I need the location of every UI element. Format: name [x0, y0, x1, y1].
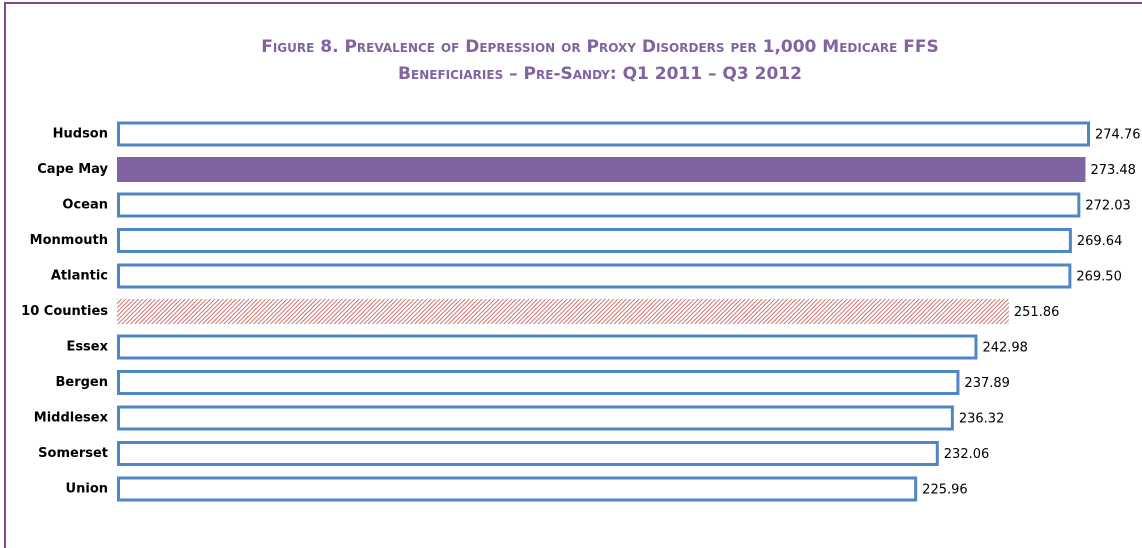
bar: [117, 476, 918, 502]
value-label: 242.98: [982, 341, 1028, 356]
value-label: 274.76: [1095, 128, 1141, 143]
category-label: Union: [66, 482, 108, 497]
bar: [117, 299, 1009, 324]
value-label: 269.64: [1077, 234, 1123, 249]
value-label: 272.03: [1085, 199, 1131, 214]
category-label: Somerset: [38, 446, 108, 461]
bar: [117, 228, 1072, 253]
value-label: 269.50: [1076, 270, 1122, 285]
bar: [117, 441, 939, 466]
category-label: Middlesex: [34, 411, 109, 426]
category-label: Cape May: [37, 162, 108, 177]
bar: [117, 192, 1081, 218]
category-label: Hudson: [53, 127, 108, 142]
value-label: 237.89: [964, 376, 1010, 391]
bar: [117, 157, 1086, 182]
bar: [117, 334, 978, 360]
frame: [4, 2, 1142, 548]
bar: [117, 263, 1072, 289]
value-label: 225.96: [922, 483, 968, 498]
bar: [117, 405, 954, 431]
value-label: 232.06: [944, 447, 990, 462]
chart-title: Figure 8. Prevalence of Depression or Pr…: [261, 37, 939, 84]
value-label: 273.48: [1090, 163, 1136, 178]
category-label: Essex: [66, 340, 108, 355]
value-label: 251.86: [1014, 305, 1059, 320]
value-label: 236.32: [959, 412, 1005, 427]
bar: [117, 370, 960, 395]
bar: [117, 121, 1090, 147]
category-label: Bergen: [55, 375, 108, 390]
category-label: Atlantic: [51, 269, 108, 284]
category-label: Ocean: [62, 198, 108, 213]
category-label: 10 Counties: [21, 304, 108, 319]
category-label: Monmouth: [30, 233, 108, 248]
